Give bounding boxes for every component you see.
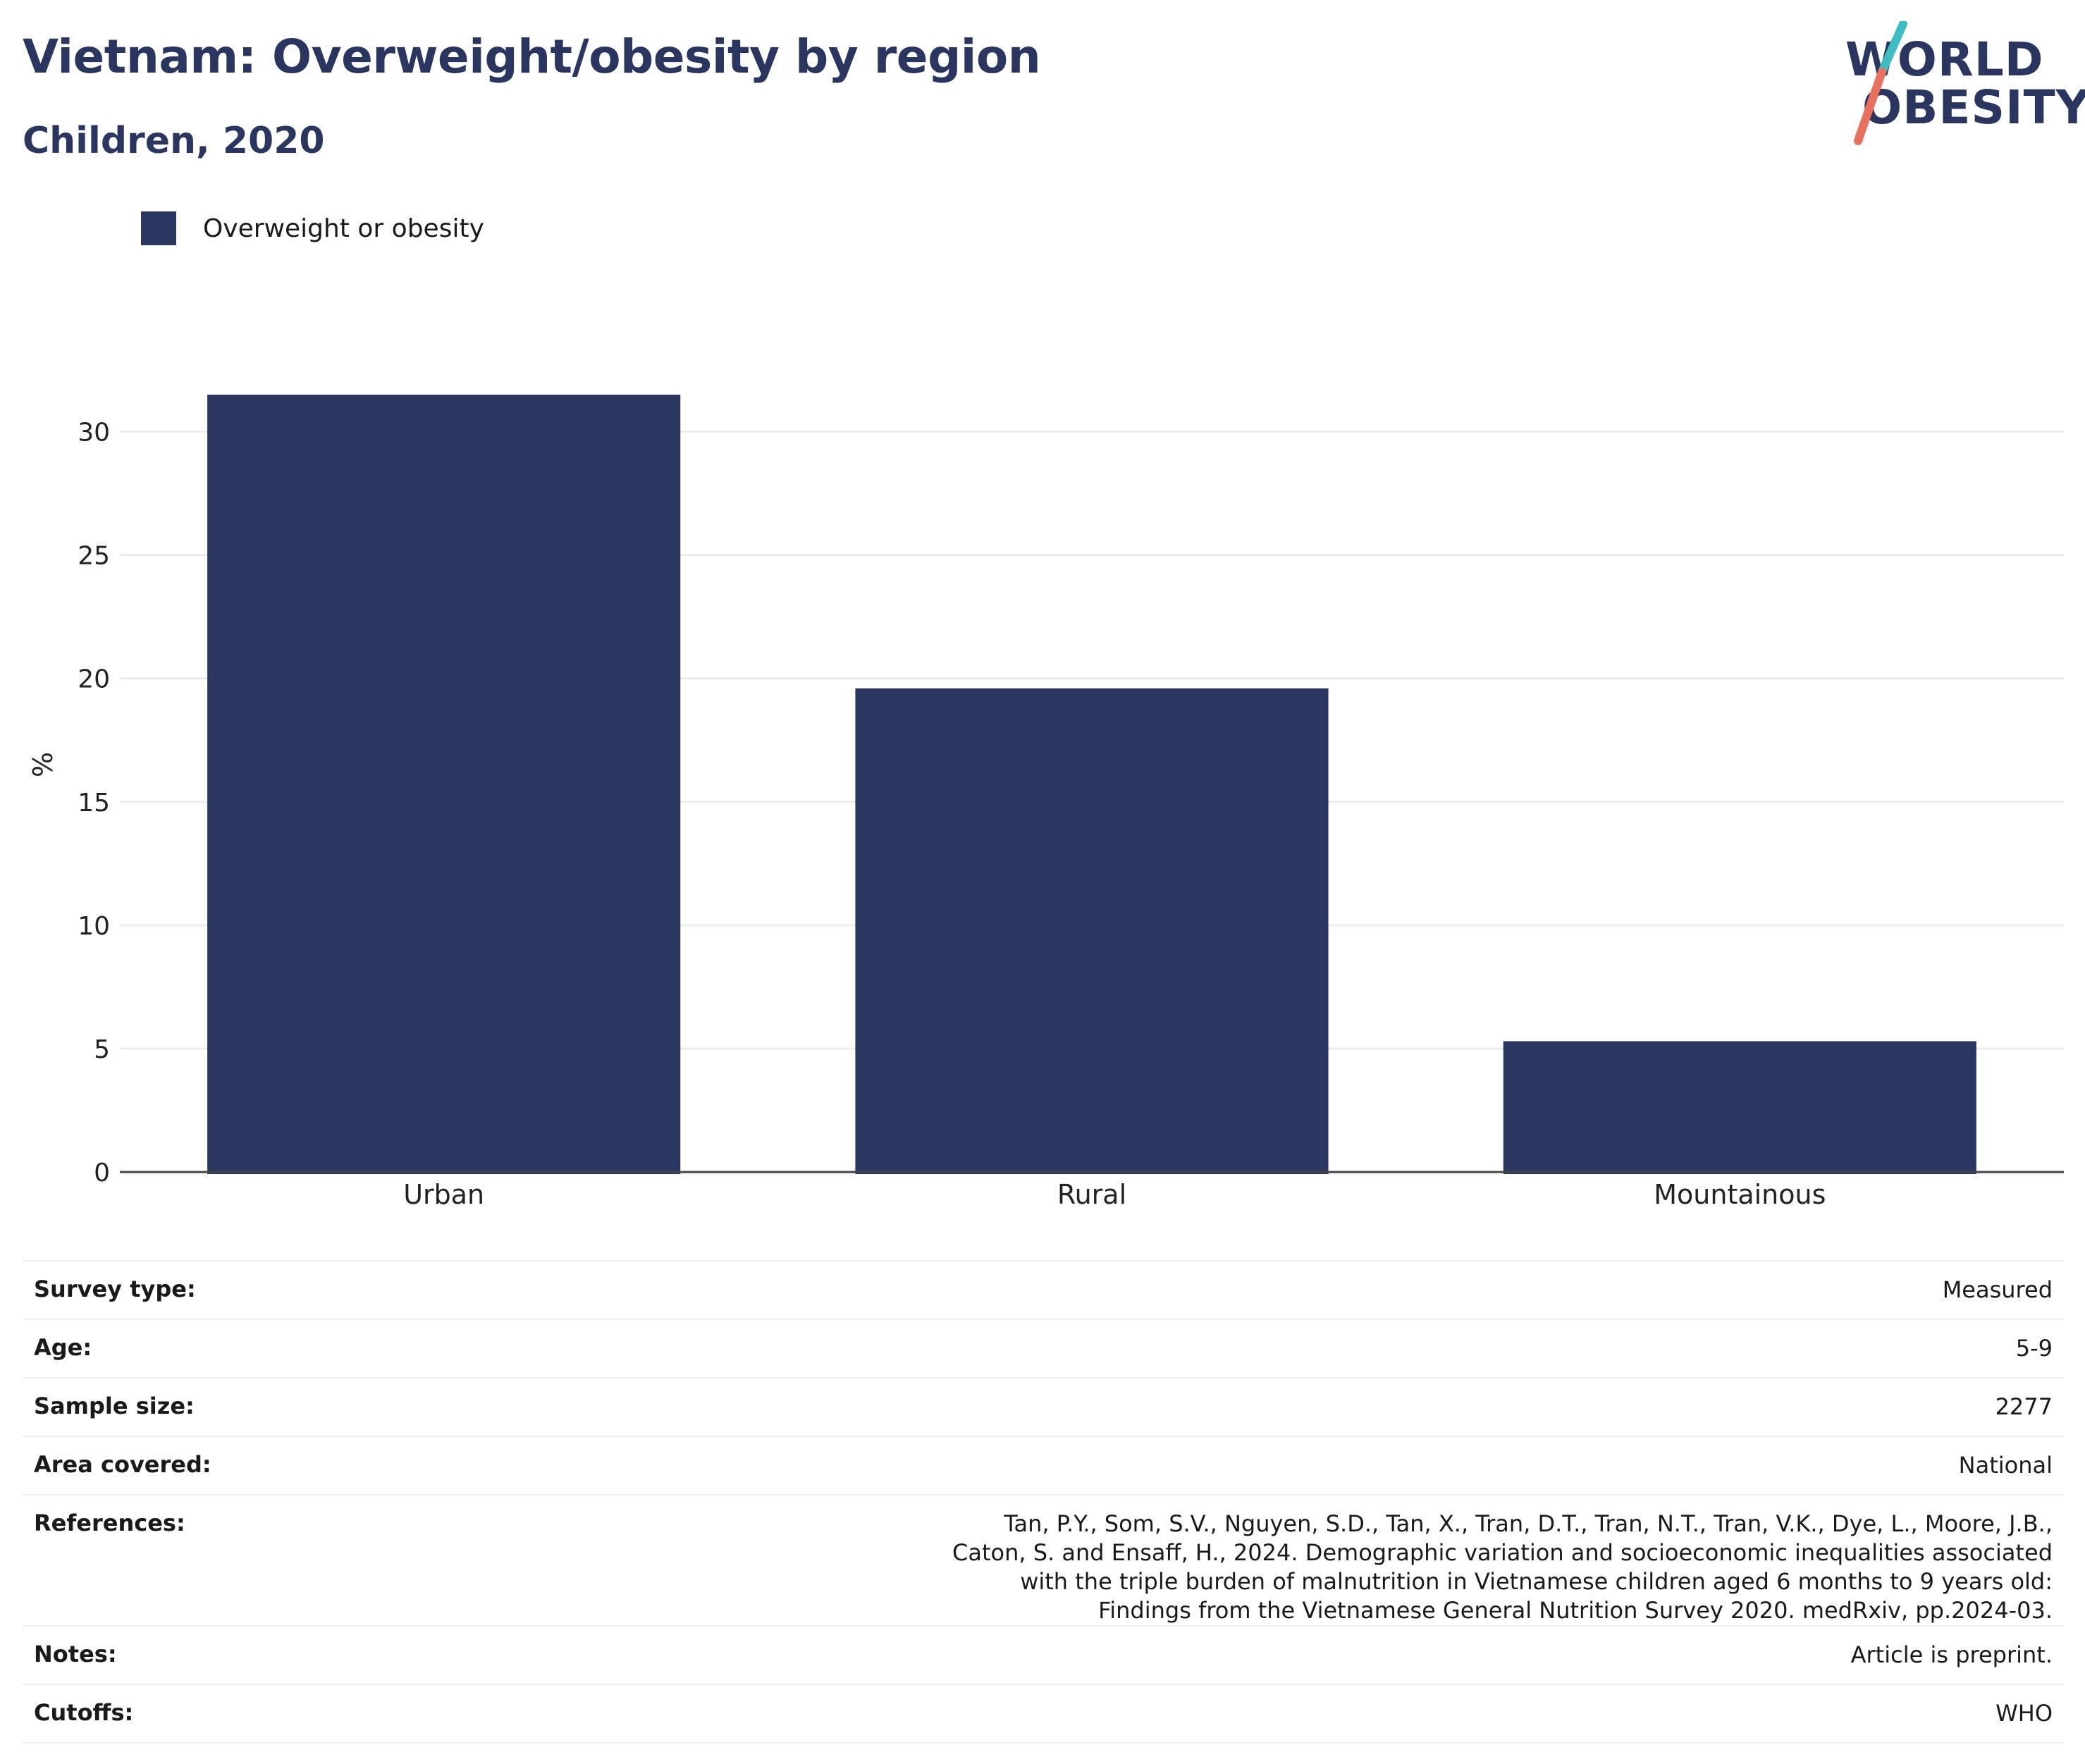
bar <box>207 395 681 1174</box>
info-row: Cutoffs: WHO <box>23 1684 2064 1744</box>
info-label: Survey type: <box>23 1260 398 1319</box>
world-obesity-logo: WORLD OBESITY <box>1838 21 2085 148</box>
logo-slash-icon <box>1854 21 1907 145</box>
y-tick-label: 0 <box>94 1159 110 1188</box>
bar <box>1503 1041 1976 1174</box>
x-tick-label: Urban <box>403 1179 484 1210</box>
y-tick-label: 10 <box>78 912 110 941</box>
info-value: 5-9 <box>398 1319 2064 1378</box>
info-row: Area covered: National <box>23 1436 2064 1495</box>
info-row: Survey type: Measured <box>23 1260 2064 1319</box>
bar <box>855 688 1329 1174</box>
info-value: 2277 <box>398 1377 2064 1436</box>
info-label: Sample size: <box>23 1377 398 1436</box>
info-row: Notes: Article is preprint. <box>23 1625 2064 1684</box>
y-tick-label: 15 <box>78 789 110 818</box>
info-label: Area covered: <box>23 1436 398 1495</box>
info-label: Cutoffs: <box>23 1684 398 1744</box>
logo-text-obesity: OBESITY <box>1862 80 2085 135</box>
x-tick-label: Mountainous <box>1654 1179 1826 1210</box>
legend-swatch <box>141 211 176 245</box>
y-tick-label: 20 <box>78 665 110 694</box>
y-tick-label: 5 <box>94 1035 110 1064</box>
info-value: Measured <box>398 1260 2064 1319</box>
y-tick-label: 25 <box>78 542 110 571</box>
chart-legend: Overweight or obesity <box>141 210 484 247</box>
info-label: Notes: <box>23 1625 398 1684</box>
info-row: Age: 5-9 <box>23 1319 2064 1378</box>
info-row: Sample size: 2277 <box>23 1377 2064 1436</box>
survey-info-table: Survey type: Measured Age: 5-9 Sample size: 2… <box>23 1260 2064 1744</box>
info-label: Age: <box>23 1319 398 1378</box>
x-tick-label: Rural <box>1057 1179 1126 1210</box>
y-axis-label: % <box>27 752 59 777</box>
legend-label: Overweight or obesity <box>203 214 484 243</box>
y-tick-label: 30 <box>78 419 110 448</box>
info-row: References: Tan, P.Y., Som, S.V., Nguyen,… <box>23 1494 2064 1626</box>
info-value: Tan, P.Y., Som, S.V., Nguyen, S.D., Tan,… <box>398 1494 2064 1626</box>
bar-chart: 0 5 10 15 20 25 30% Urban Rural Mountainous <box>27 395 2064 1210</box>
info-value: National <box>398 1436 2064 1495</box>
info-value: WHO <box>398 1684 2064 1744</box>
info-value: Article is preprint. <box>398 1625 2064 1684</box>
info-label: References: <box>23 1494 398 1626</box>
chart-title: Vietnam: Overweight/obesity by region <box>23 30 1041 84</box>
chart-subtitle: Children, 2020 <box>23 120 325 162</box>
